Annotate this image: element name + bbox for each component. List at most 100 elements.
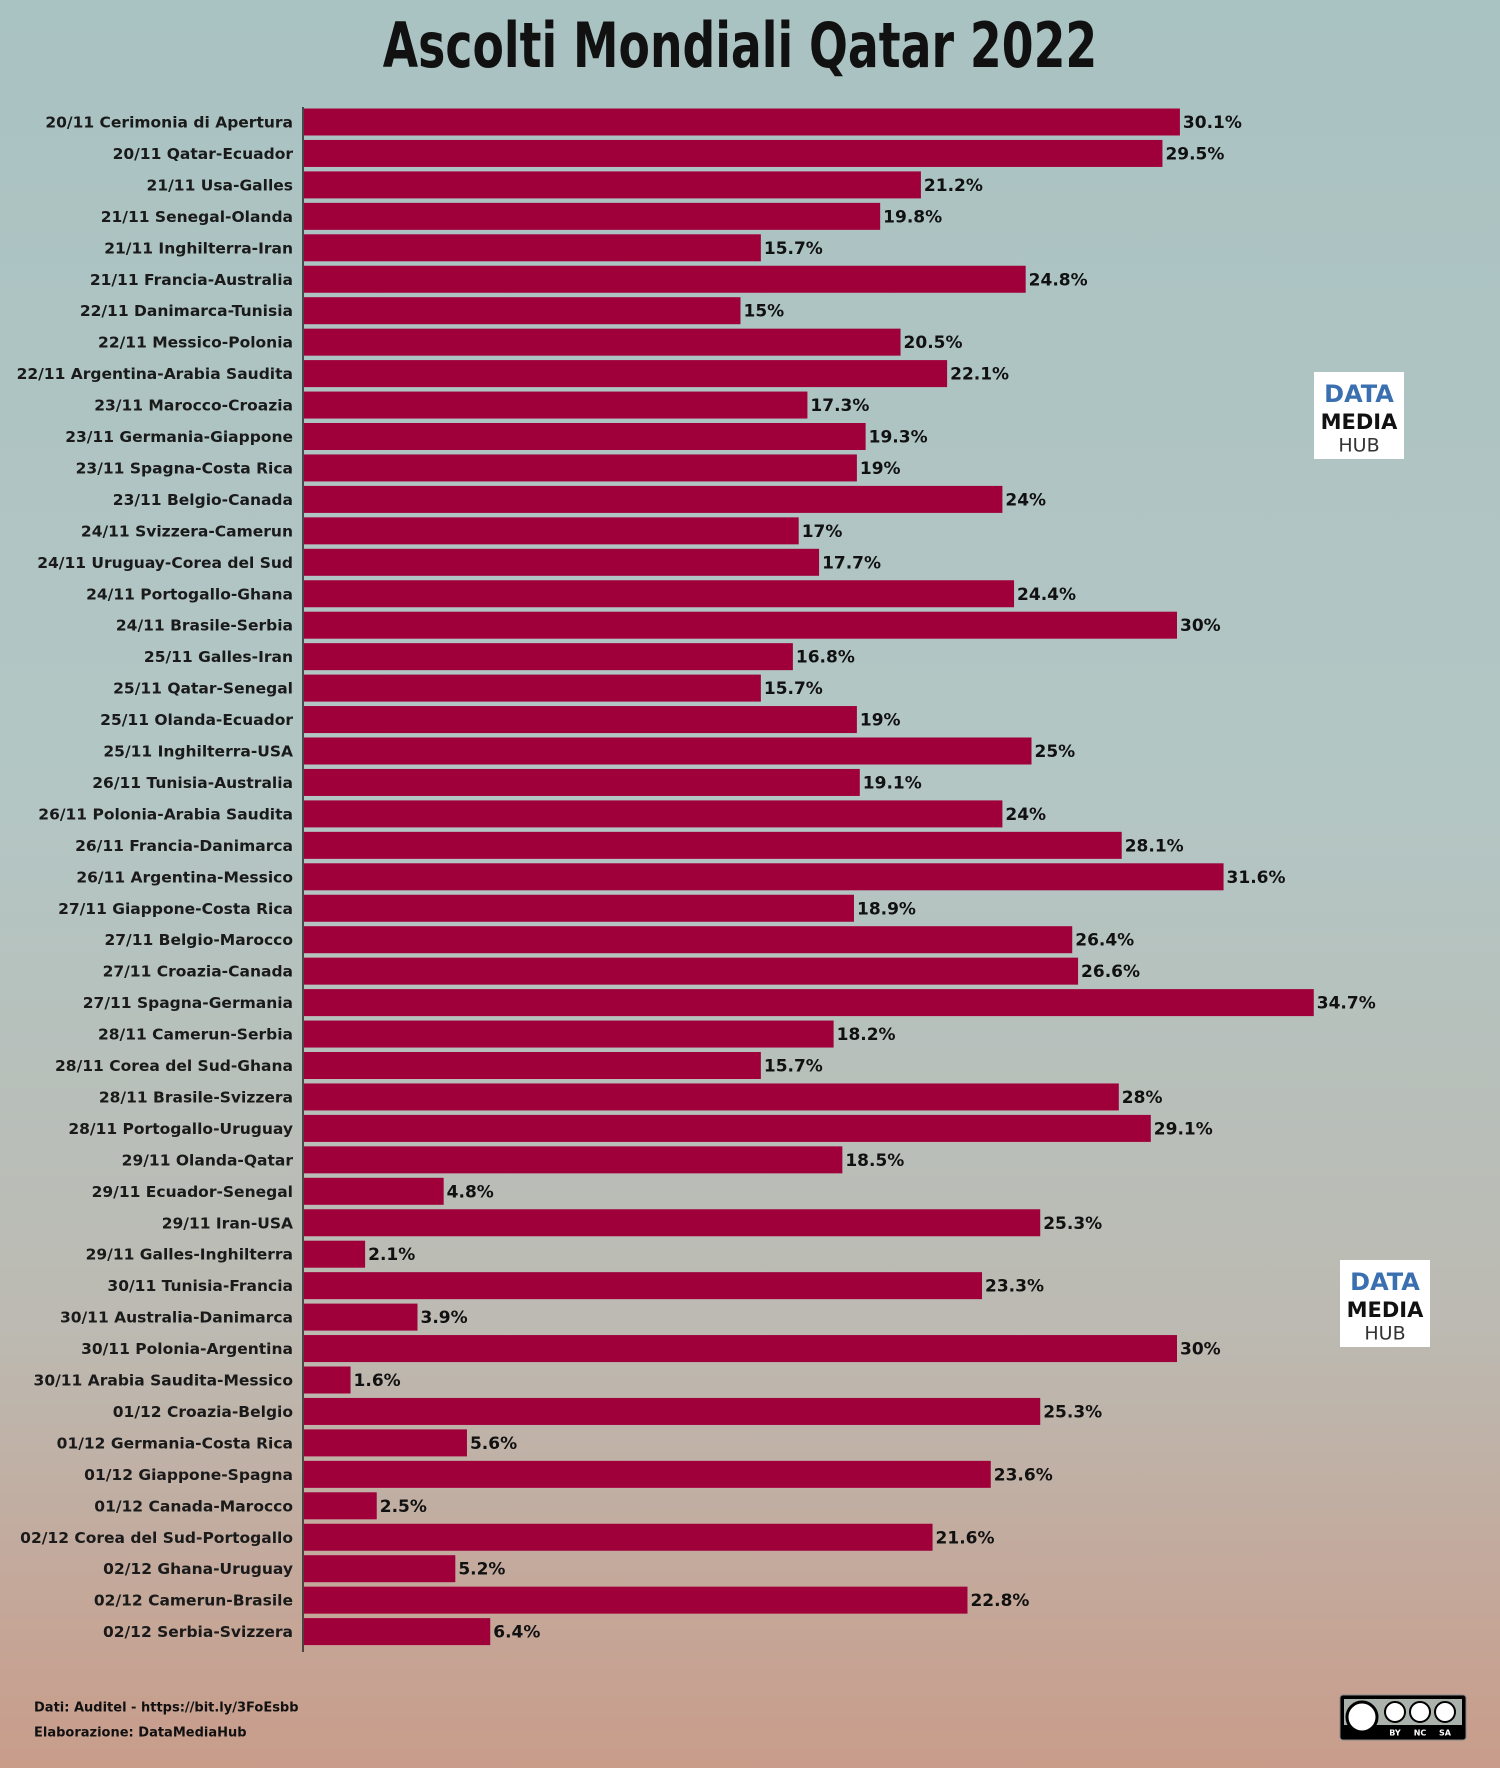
bar xyxy=(304,1114,1151,1142)
bar xyxy=(304,957,1079,985)
category-label: 29/11 Ecuador-Senegal xyxy=(92,1183,293,1201)
bar xyxy=(304,265,1026,293)
category-label: 21/11 Inghilterra-Iran xyxy=(104,239,293,257)
category-label: 01/12 Canada-Marocco xyxy=(94,1497,293,1515)
value-label: 21.2% xyxy=(924,176,983,196)
value-label: 22.8% xyxy=(970,1591,1029,1611)
chart-title: Ascolti Mondiali Qatar 2022 xyxy=(383,10,1097,82)
bar xyxy=(304,1429,467,1457)
bar xyxy=(304,391,808,419)
value-label: 19.3% xyxy=(869,428,928,448)
category-label: 28/11 Corea del Sud-Ghana xyxy=(55,1057,293,1075)
category-label: 23/11 Germania-Giappone xyxy=(65,428,293,446)
value-label: 17% xyxy=(802,522,843,542)
badge-text: NC xyxy=(1414,1729,1427,1738)
category-label: 01/12 Germania-Costa Rica xyxy=(57,1434,293,1452)
value-label: 25% xyxy=(1035,742,1076,762)
bar xyxy=(304,360,948,388)
bar xyxy=(304,1460,991,1488)
category-label: 23/11 Marocco-Croazia xyxy=(94,397,293,415)
logo-text: DATA xyxy=(1324,380,1394,408)
bar xyxy=(304,863,1224,891)
source: Dati: Auditel - https://bit.ly/3FoEsbb xyxy=(34,1701,299,1716)
value-label: 3.9% xyxy=(420,1308,467,1328)
logo: DATA MEDIA HUB xyxy=(1340,1260,1430,1347)
category-label: 02/12 Ghana-Uruguay xyxy=(103,1560,293,1578)
bar xyxy=(304,768,860,796)
bar xyxy=(304,674,761,702)
category-label: 21/11 Senegal-Olanda xyxy=(101,208,293,226)
category-label: 27/11 Belgio-Marocco xyxy=(104,931,293,949)
bar xyxy=(304,1146,843,1174)
bar xyxy=(304,1397,1041,1425)
category-label: 26/11 Tunisia-Australia xyxy=(92,774,293,792)
logo-box xyxy=(1314,372,1404,459)
bar xyxy=(304,1618,491,1646)
bar xyxy=(304,1366,351,1394)
bar xyxy=(304,1083,1119,1111)
value-label: 29.1% xyxy=(1154,1119,1213,1139)
category-label: 30/11 Arabia Saudita-Messico xyxy=(34,1372,293,1390)
value-label: 30% xyxy=(1180,616,1221,636)
bar xyxy=(304,831,1122,859)
bar xyxy=(304,171,921,199)
license-badge: BY NC SA xyxy=(1339,1694,1467,1741)
badge-icon xyxy=(1345,1700,1379,1734)
category-label: 30/11 Tunisia-Francia xyxy=(107,1277,293,1295)
value-label: 24% xyxy=(1005,490,1046,510)
bar xyxy=(304,580,1015,608)
category-label: 02/12 Camerun-Brasile xyxy=(94,1592,293,1610)
bar xyxy=(304,1020,834,1048)
value-label: 15.7% xyxy=(764,239,823,259)
value-label: 15.7% xyxy=(764,1057,823,1077)
bar xyxy=(304,297,741,325)
bar xyxy=(304,139,1163,167)
category-label: 29/11 Olanda-Qatar xyxy=(122,1151,294,1169)
bar xyxy=(304,1335,1177,1363)
category-label: 28/11 Portogallo-Uruguay xyxy=(68,1120,293,1138)
value-label: 24.8% xyxy=(1029,270,1088,290)
category-label: 27/11 Spagna-Germania xyxy=(83,994,293,1012)
category-label: 02/12 Corea del Sud-Portogallo xyxy=(20,1529,293,1547)
category-label: 22/11 Argentina-Arabia Saudita xyxy=(17,365,293,383)
value-label: 28% xyxy=(1122,1088,1163,1108)
bar xyxy=(304,611,1177,639)
bar xyxy=(304,1303,418,1331)
bar xyxy=(304,454,857,482)
bar xyxy=(304,108,1180,136)
value-label: 30.1% xyxy=(1183,113,1242,133)
bar xyxy=(304,1523,933,1551)
category-label: 27/11 Croazia-Canada xyxy=(103,963,293,981)
value-label: 29.5% xyxy=(1165,144,1224,164)
category-label: 28/11 Camerun-Serbia xyxy=(98,1026,293,1044)
value-label: 34.7% xyxy=(1317,994,1376,1014)
category-label: 01/12 Giappone-Spagna xyxy=(84,1466,293,1484)
category-label: 20/11 Qatar-Ecuador xyxy=(113,145,294,163)
value-label: 18.2% xyxy=(837,1025,896,1045)
category-label: 24/11 Portogallo-Ghana xyxy=(86,585,293,603)
value-label: 25.3% xyxy=(1043,1402,1102,1422)
logo: DATA MEDIA HUB xyxy=(1314,372,1404,459)
category-label: 25/11 Inghilterra-USA xyxy=(103,743,293,761)
value-label: 17.7% xyxy=(822,553,881,573)
category-label: 30/11 Polonia-Argentina xyxy=(81,1340,293,1358)
value-label: 20.5% xyxy=(904,333,963,353)
value-label: 26.6% xyxy=(1081,962,1140,982)
category-label: 30/11 Australia-Danimarca xyxy=(60,1309,293,1327)
value-label: 24.4% xyxy=(1017,585,1076,605)
bar xyxy=(304,1272,983,1300)
bar xyxy=(304,894,854,922)
value-label: 28.1% xyxy=(1125,836,1184,856)
credit: Elaborazione: DataMediaHub xyxy=(34,1726,247,1741)
bar xyxy=(304,423,866,450)
value-label: 18.9% xyxy=(857,899,916,919)
bar xyxy=(304,548,820,576)
bar xyxy=(304,328,901,356)
value-label: 15.7% xyxy=(764,679,823,699)
bar xyxy=(304,643,793,671)
category-label: 25/11 Olanda-Ecuador xyxy=(100,711,293,729)
bar xyxy=(304,800,1003,828)
bar xyxy=(304,1209,1041,1237)
